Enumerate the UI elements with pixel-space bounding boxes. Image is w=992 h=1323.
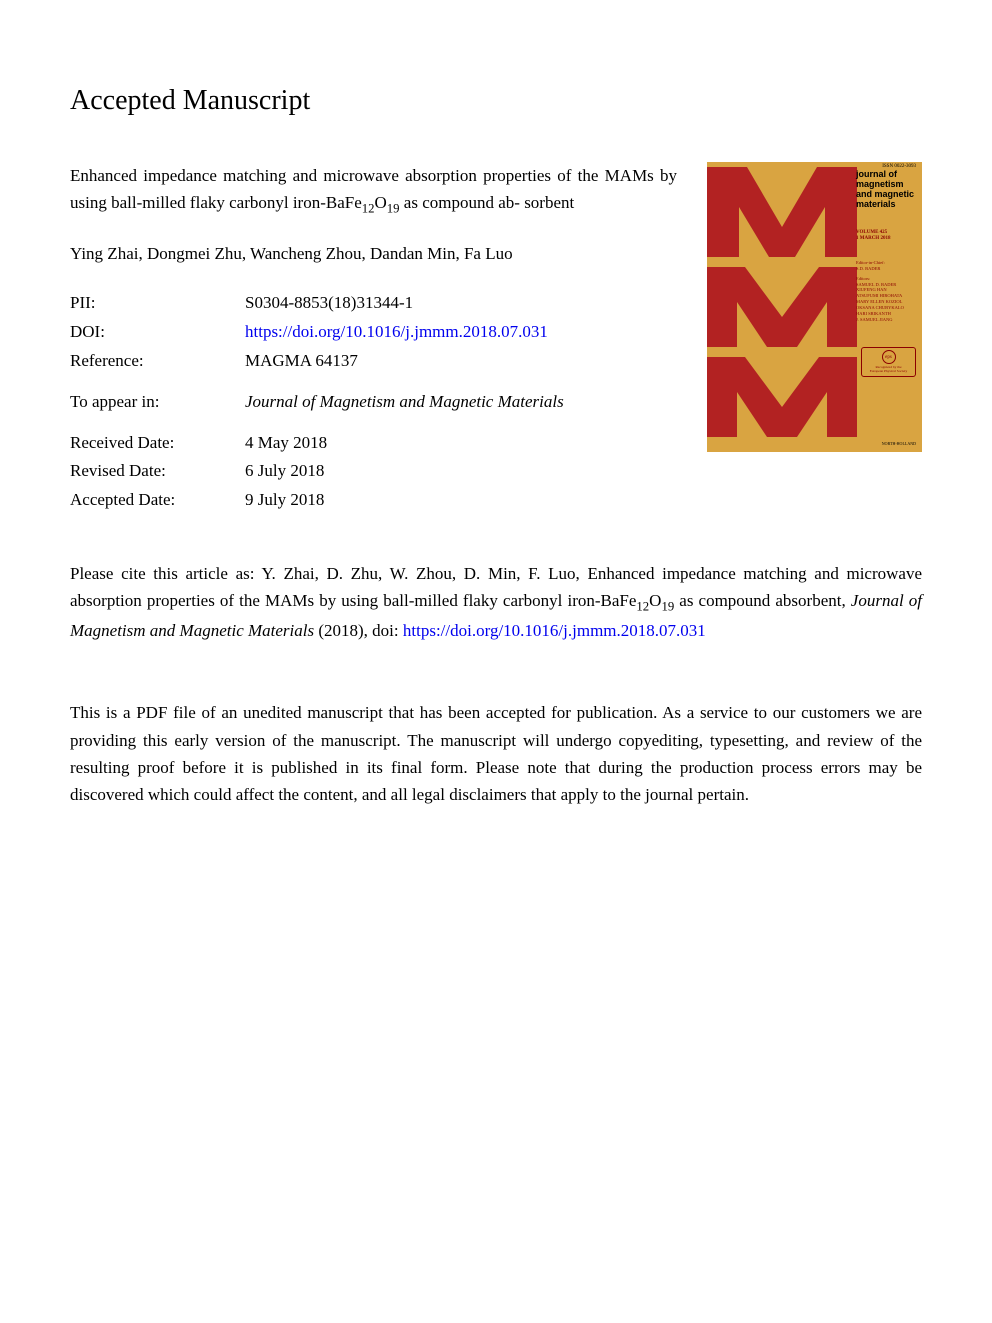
cover-m-shape-1 <box>707 167 857 257</box>
metadata-row-doi: DOI: https://doi.org/10.1016/j.jmmm.2018… <box>70 318 677 347</box>
reference-label: Reference: <box>70 347 245 376</box>
cover-m-shape-3 <box>707 357 857 437</box>
journal-cover: ISSN 0022-3093 journal of magnetism and … <box>707 162 922 452</box>
citation-suffix1: as compound absorbent, <box>674 591 851 610</box>
metadata-row-appear: To appear in: Journal of Magnetism and M… <box>70 388 677 417</box>
received-value: 4 May 2018 <box>245 429 677 458</box>
pii-label: PII: <box>70 289 245 318</box>
cover-editors: Editor-in-Chief:S.D. BADER Editors:SAMUE… <box>856 260 916 322</box>
authors: Ying Zhai, Dongmei Zhu, Wancheng Zhou, D… <box>70 244 677 264</box>
title-part3: as compound ab- <box>400 193 520 212</box>
accepted-label: Accepted Date: <box>70 486 245 515</box>
metadata-row-revised: Revised Date: 6 July 2018 <box>70 457 677 486</box>
disclaimer: This is a PDF file of an unedited manusc… <box>70 699 922 808</box>
citation-sub2: 19 <box>661 600 674 614</box>
citation-mid: O <box>649 591 661 610</box>
page-header: Accepted Manuscript <box>70 85 922 117</box>
doi-label: DOI: <box>70 318 245 347</box>
article-title: Enhanced impedance matching and microwav… <box>70 162 677 219</box>
citation-suffix2: (2018), doi: <box>314 621 403 640</box>
doi-value[interactable]: https://doi.org/10.1016/j.jmmm.2018.07.0… <box>245 318 677 347</box>
accepted-value: 9 July 2018 <box>245 486 677 515</box>
title-sub1: 12 <box>362 202 375 216</box>
cover-volume: VOLUME 4251 MARCH 2018 <box>856 230 916 242</box>
title-mid: O <box>375 193 387 212</box>
left-content: Enhanced impedance matching and microwav… <box>70 162 677 515</box>
metadata-row-pii: PII: S0304-8853(18)31344-1 <box>70 289 677 318</box>
cover-editors-list: Editors:SAMUEL D. BADERXIUFENG HANATSUFU… <box>856 276 916 323</box>
title-part4: sorbent <box>524 193 574 212</box>
revised-label: Revised Date: <box>70 457 245 486</box>
revised-value: 6 July 2018 <box>245 457 677 486</box>
metadata-row-reference: Reference: MAGMA 64137 <box>70 347 677 376</box>
appear-label: To appear in: <box>70 388 245 417</box>
cover-m-shape-2 <box>707 267 857 347</box>
metadata-row-received: Received Date: 4 May 2018 <box>70 429 677 458</box>
content-wrapper: Enhanced impedance matching and microwav… <box>70 162 922 515</box>
metadata-table: PII: S0304-8853(18)31344-1 DOI: https://… <box>70 289 677 515</box>
title-sub2: 19 <box>387 202 400 216</box>
appear-value: Journal of Magnetism and Magnetic Materi… <box>245 388 677 417</box>
title-part1: Enhanced impedance matching and microwav… <box>70 166 598 185</box>
citation: Please cite this article as: Y. Zhai, D.… <box>70 560 922 644</box>
cover-badge: eps Recognized by theEuropean Physical S… <box>861 347 916 377</box>
received-label: Received Date: <box>70 429 245 458</box>
cover-badge-text: Recognized by theEuropean Physical Socie… <box>870 366 908 374</box>
cover-publisher: NORTH-HOLLAND <box>882 442 916 447</box>
citation-link[interactable]: https://doi.org/10.1016/j.jmmm.2018.07.0… <box>403 621 706 640</box>
pii-value: S0304-8853(18)31344-1 <box>245 289 677 318</box>
citation-sub1: 12 <box>636 600 649 614</box>
cover-badge-icon: eps <box>882 350 896 364</box>
reference-value: MAGMA 64137 <box>245 347 677 376</box>
cover-editor-chief: Editor-in-Chief:S.D. BADER <box>856 260 916 272</box>
metadata-row-accepted: Accepted Date: 9 July 2018 <box>70 486 677 515</box>
cover-title: journal of magnetism and magnetic materi… <box>856 170 916 210</box>
